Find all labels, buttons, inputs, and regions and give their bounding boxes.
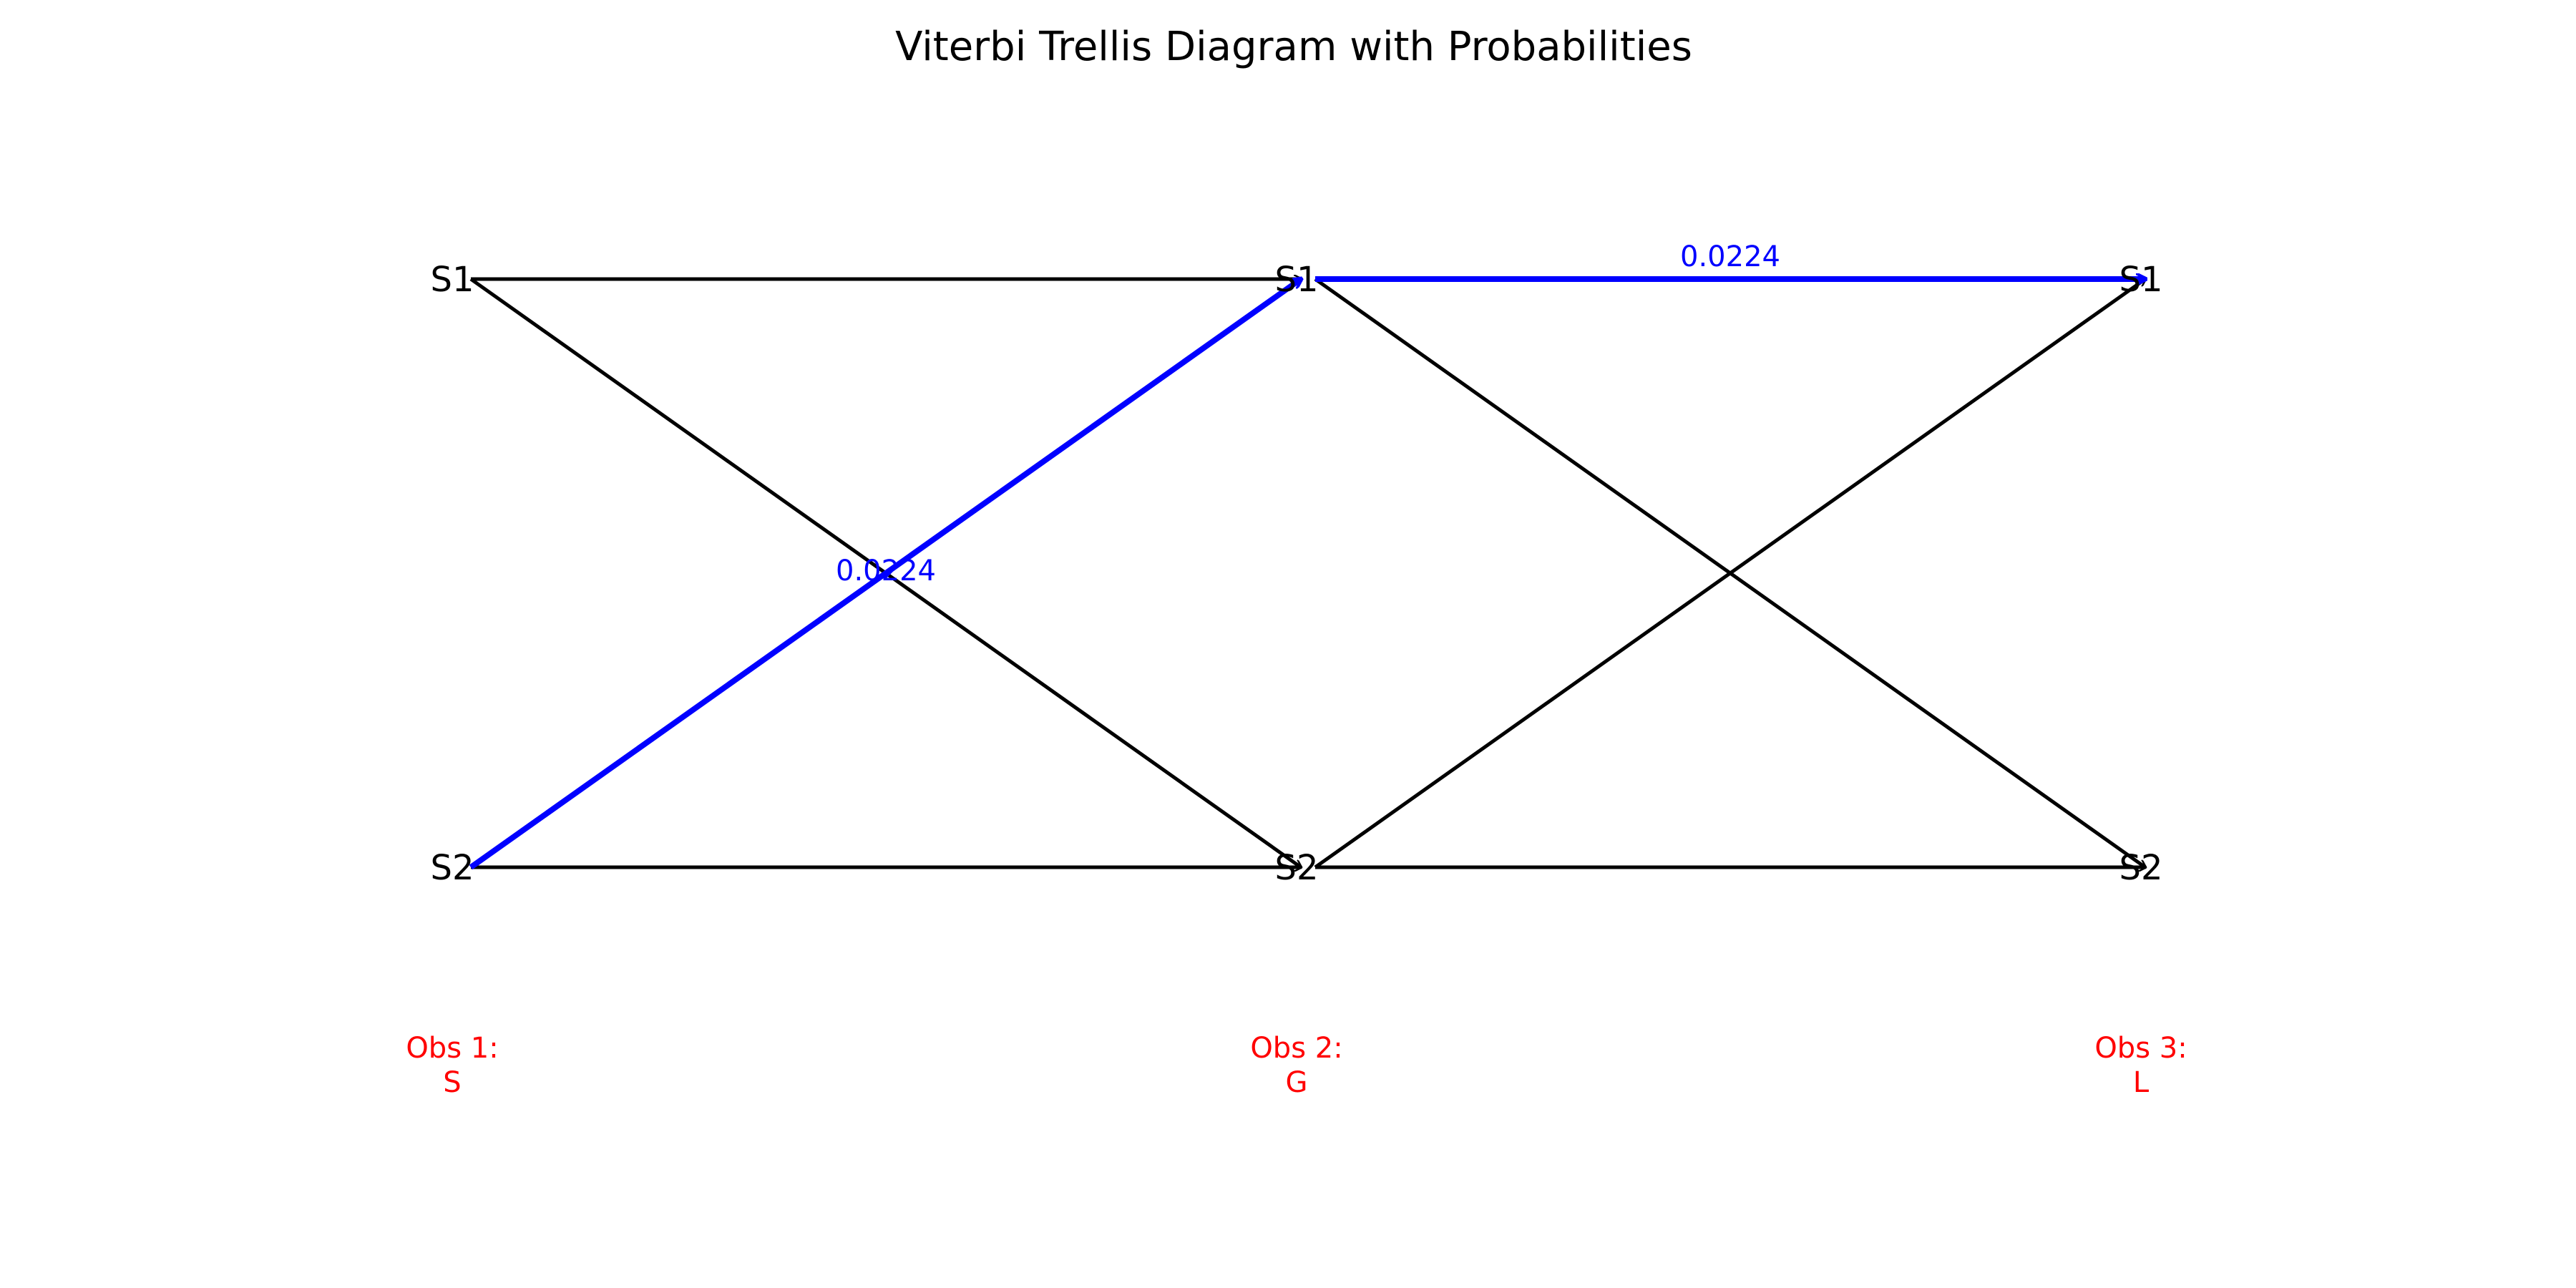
nodes-layer: S1 S2 S1 S2 S1 S2: [430, 260, 2162, 888]
best-path-edge: [469, 279, 1301, 870]
edges-layer: 0.0224 0.0224: [469, 240, 2145, 870]
state-node-s2-step-1: S2: [430, 848, 474, 888]
observation-label-3: Obs 3:: [2094, 1032, 2187, 1065]
observation-value-3: L: [2133, 1066, 2150, 1099]
edge-probability-label: 0.0224: [1680, 240, 1780, 273]
transition-edge: [1314, 279, 2145, 869]
observation-value-2: G: [1286, 1066, 1308, 1099]
state-node-s2-step-3: S2: [2119, 848, 2162, 888]
observation-value-1: S: [443, 1066, 461, 1099]
diagram-title: Viterbi Trellis Diagram with Probabiliti…: [895, 24, 1692, 70]
observations-layer: Obs 1:S Obs 2:G Obs 3:L: [406, 1032, 2187, 1099]
edge-probability-label: 0.0224: [836, 555, 936, 587]
observation-label-2: Obs 2:: [1250, 1032, 1342, 1065]
observation-label-1: Obs 1:: [406, 1032, 498, 1065]
state-node-s1-step-3: S1: [2119, 260, 2162, 300]
state-node-s1-step-2: S1: [1274, 260, 1318, 300]
state-node-s1-step-1: S1: [430, 260, 474, 300]
state-node-s2-step-2: S2: [1274, 848, 1318, 888]
